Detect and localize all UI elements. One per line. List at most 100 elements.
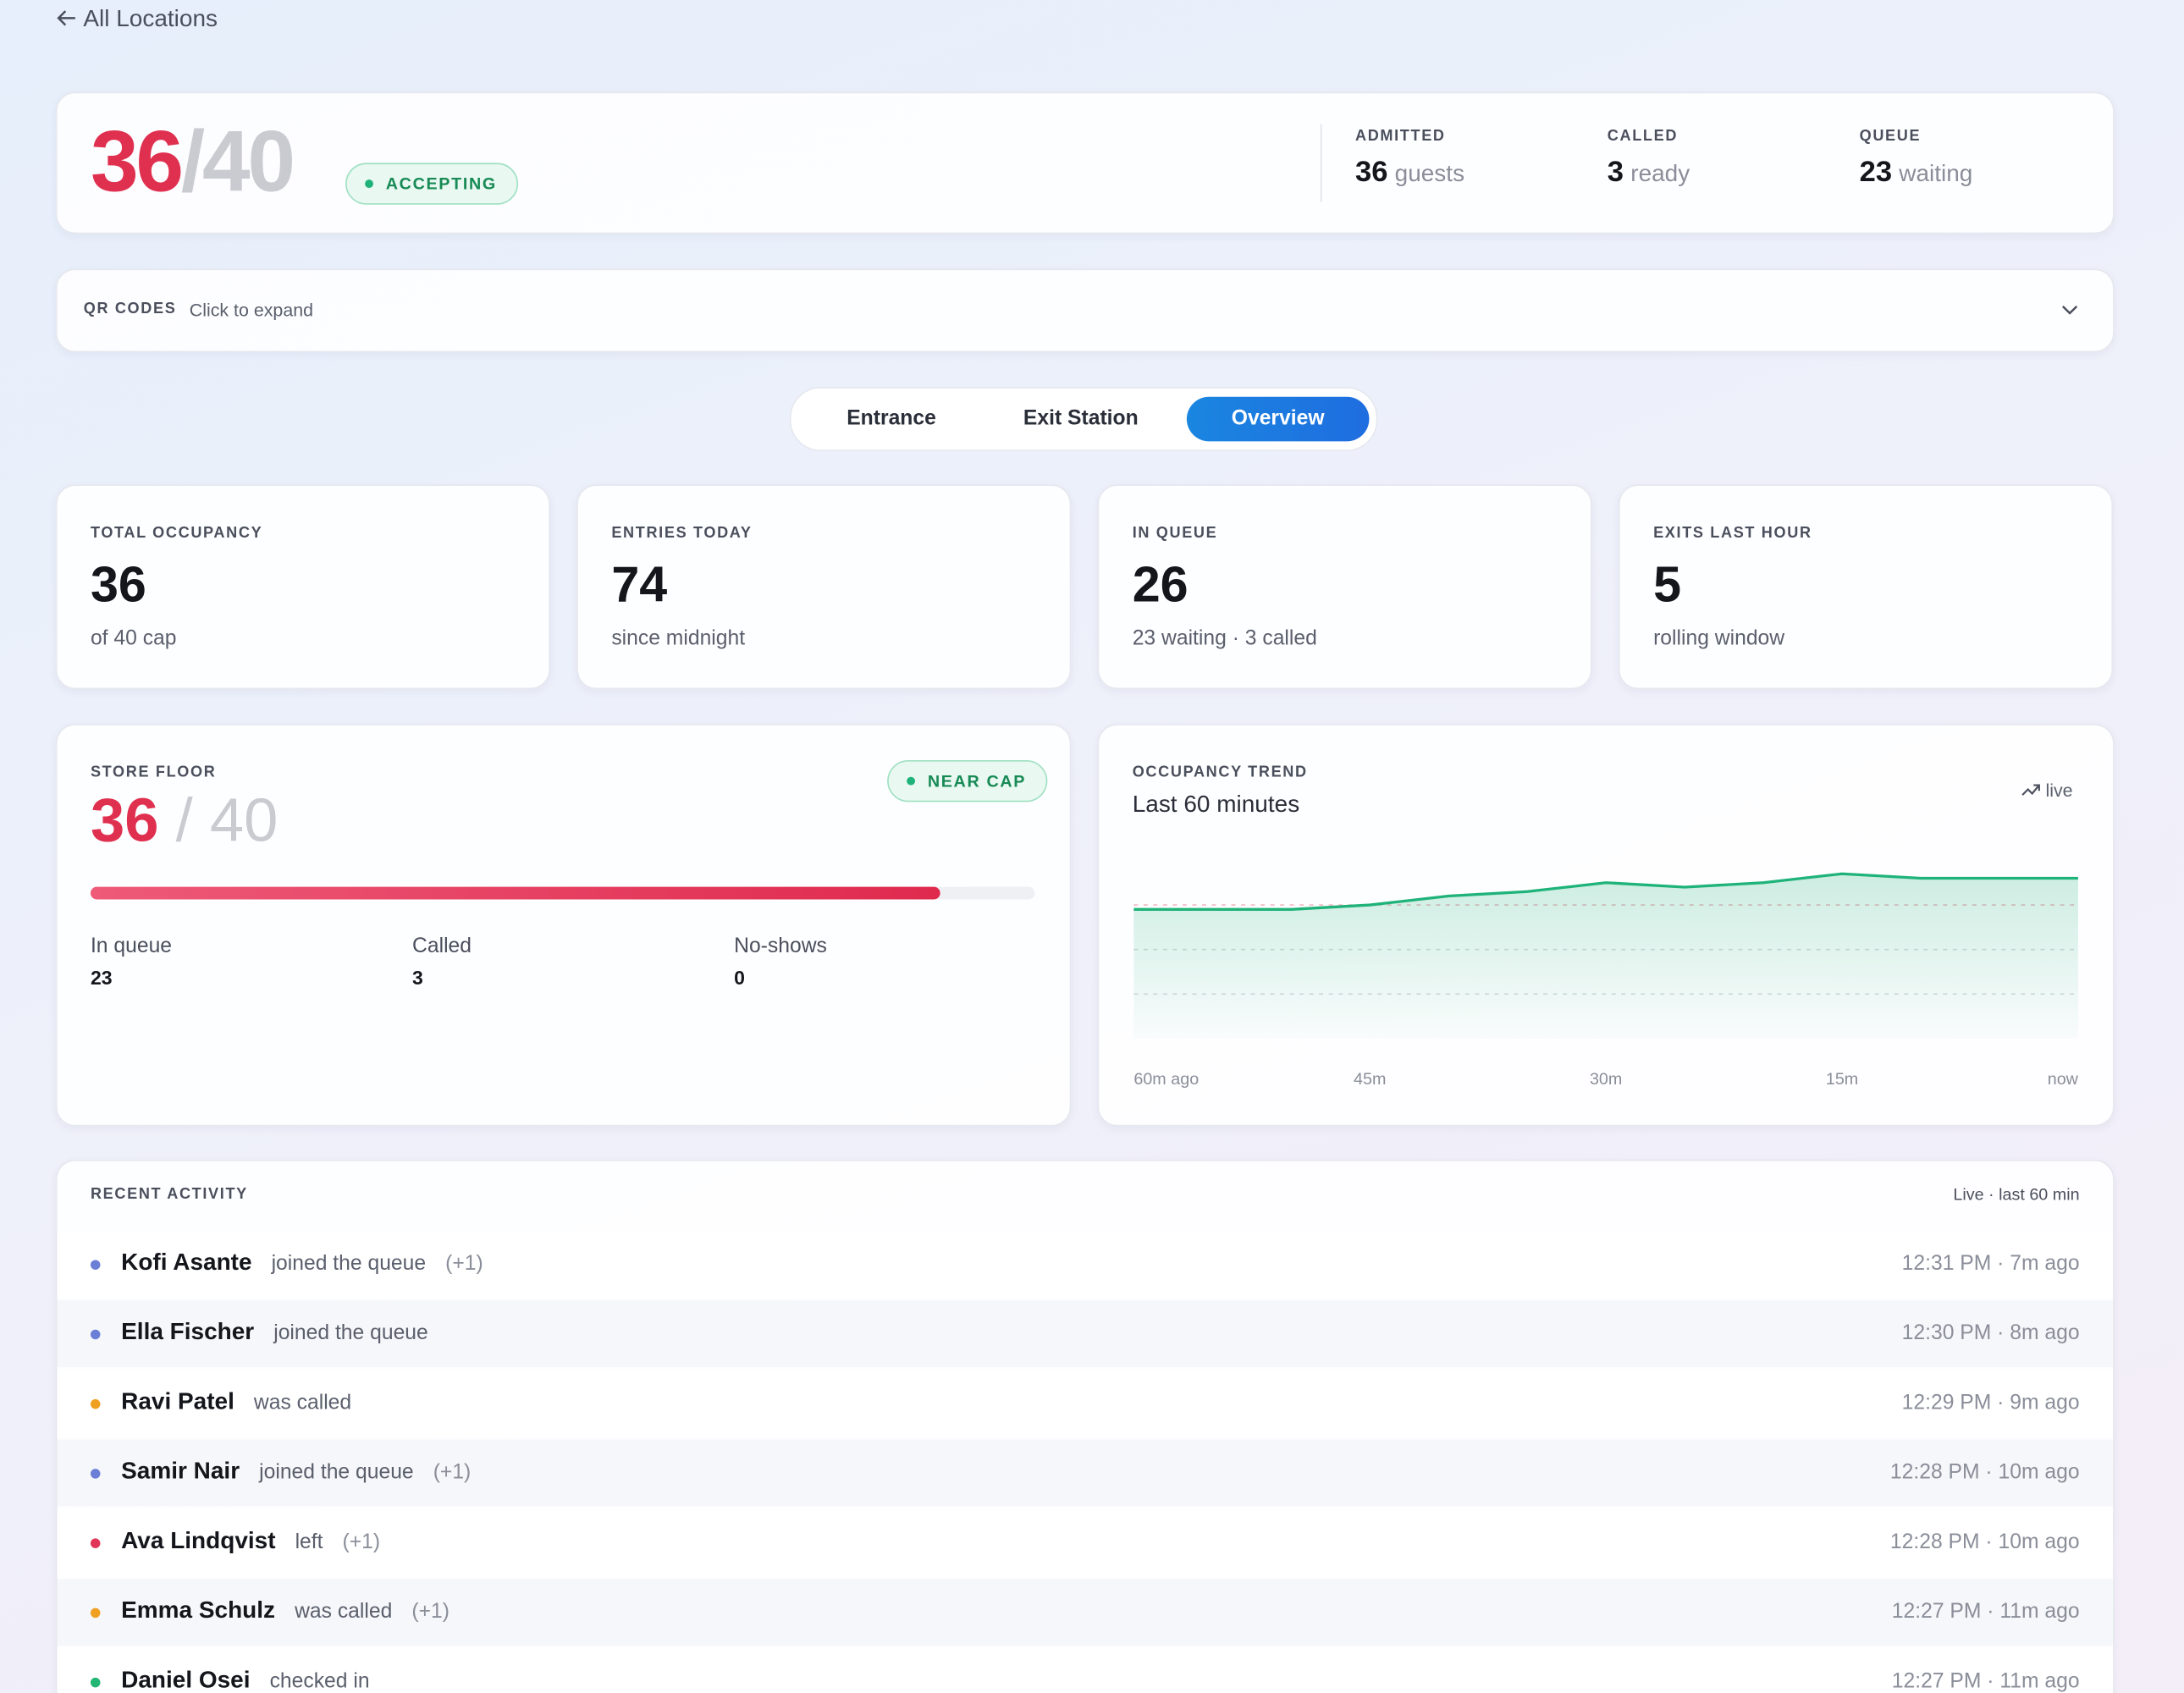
current: 36 (90, 113, 184, 211)
activity-title: RECENT ACTIVITY (90, 1186, 248, 1204)
stat-value: 36 (1354, 156, 1388, 189)
stat-unit: guests (1394, 160, 1465, 187)
party-size: (+1) (411, 1599, 449, 1624)
stat-label: ADMITTED (1354, 128, 1446, 146)
live-text: live (2045, 780, 2073, 801)
activity-row: Ava Lindqvist left (+1) 12:28 PM · 10m ago (57, 1508, 2114, 1576)
activity-text: Kofi Asante joined the queue (+1) (121, 1249, 483, 1277)
activity-row: Ella Fischer joined the queue 12:30 PM · 8… (57, 1300, 2114, 1368)
person-name: Emma Schulz (121, 1596, 276, 1624)
action: checked in (269, 1668, 370, 1693)
line (1133, 872, 2078, 911)
qr-hint: Click to expand (189, 299, 314, 321)
summary-card: 36/40 ACCEPTING ADMITTED 36 guests CALLED 3 r… (55, 91, 2115, 234)
floor-stat-value: 23 (90, 966, 113, 989)
activity-text: Emma Schulz was called (+1) (121, 1596, 449, 1624)
status-badge: ACCEPTING (345, 163, 518, 205)
x-tick-label: now (2048, 1070, 2079, 1089)
party-size: (+1) (433, 1460, 472, 1485)
back-link[interactable]: All Locations (56, 6, 218, 34)
status-dot (90, 1469, 101, 1479)
floor-label: STORE FLOOR (90, 764, 217, 781)
person-name: Ava Lindqvist (121, 1527, 276, 1554)
activity-card: RECENT ACTIVITY Live · last 60 min Kofi … (55, 1160, 2115, 1693)
summary-count: 36/40 (90, 113, 295, 211)
status-dot (90, 1538, 101, 1548)
current: 36 (90, 786, 159, 855)
stat: 23 waiting (1860, 156, 1973, 189)
area (1133, 874, 2078, 1039)
card-sub: 23 waiting · 3 called (1132, 626, 1317, 651)
status-dot (90, 1677, 101, 1688)
activity-row: Samir Nair joined the queue (+1) 12:28 PM ·… (57, 1439, 2114, 1507)
floor-stat-label: In queue (90, 934, 173, 958)
activity-text: Samir Nair joined the queue (+1) (121, 1458, 471, 1486)
activity-text: Ravi Patel was called (121, 1388, 351, 1416)
live-badge: live (2021, 780, 2073, 801)
trend-label: OCCUPANCY TREND (1132, 764, 1308, 781)
floor-count: 36 / 40 (90, 786, 279, 855)
trend-card: OCCUPANCY TREND Last 60 minutes live 60m… (1097, 724, 2115, 1127)
time: 12:29 PM · 9m ago (1901, 1391, 2080, 1415)
card-label: ENTRIES TODAY (611, 525, 753, 542)
action: was called (295, 1599, 393, 1624)
time: 12:31 PM · 7m ago (1901, 1251, 2080, 1276)
stat-unit: ready (1630, 160, 1690, 187)
status-dot (90, 1329, 101, 1340)
action: joined the queue (273, 1321, 428, 1345)
stat-card: TOTAL OCCUPANCY 36 of 40 cap (55, 484, 550, 690)
card-value: 26 (1132, 555, 1189, 613)
floor-stat-value: 3 (412, 966, 423, 989)
stat-unit: waiting (1899, 160, 1973, 187)
floor-badge: NEAR CAP (887, 760, 1047, 802)
activity-text: Ella Fischer joined the queue (121, 1319, 428, 1347)
time: 12:27 PM · 11m ago (1891, 1599, 2080, 1624)
capacity: 40 (201, 113, 295, 211)
activity-meta: Live · last 60 min (1953, 1184, 2080, 1205)
card-value: 74 (611, 555, 668, 613)
divider (1320, 124, 1322, 202)
status-dot (90, 1398, 101, 1409)
stat-label: QUEUE (1859, 128, 1922, 146)
stat-card: ENTRIES TODAY 74 since midnight (576, 484, 1072, 690)
card-value: 5 (1653, 555, 1682, 613)
back-text: All Locations (83, 5, 218, 32)
card-sub: since midnight (611, 626, 746, 651)
floor-card: STORE FLOOR NEAR CAP 36 / 40 In queue 23 C… (55, 724, 1072, 1127)
floor-stat-value: 0 (734, 966, 745, 989)
action: joined the queue (259, 1460, 414, 1485)
progress-bar (90, 886, 940, 900)
stat: 36 guests (1355, 156, 1464, 189)
party-size: (+1) (445, 1251, 483, 1276)
time: 12:27 PM · 11m ago (1891, 1668, 2080, 1693)
person-name: Samir Nair (121, 1458, 240, 1485)
activity-row: Kofi Asante joined the queue (+1) 12:31 PM … (57, 1230, 2114, 1298)
person-name: Ella Fischer (121, 1318, 255, 1345)
card-label: IN QUEUE (1132, 525, 1218, 542)
tab[interactable]: Entrance (847, 406, 936, 431)
stat: 3 ready (1608, 156, 1690, 189)
progress-track (90, 886, 1035, 900)
floor-stat-label: No-shows (734, 934, 827, 958)
x-tick-label: 30m (1590, 1070, 1622, 1089)
action: was called (253, 1391, 352, 1415)
action: left (295, 1530, 323, 1554)
tab[interactable]: Overview (1186, 396, 1370, 442)
activity-text: Daniel Osei checked in (121, 1667, 369, 1693)
time: 12:28 PM · 10m ago (1889, 1530, 2080, 1554)
trend-chart: 60m ago 45m 30m 15m now (1133, 872, 2079, 1089)
person-name: Daniel Osei (121, 1666, 251, 1693)
card-sub: rolling window (1653, 626, 1785, 651)
tab[interactable]: Exit Station (1023, 406, 1139, 431)
card-value: 36 (90, 555, 146, 613)
stat-card: EXITS LAST HOUR 5 rolling window (1618, 484, 2114, 690)
status-dot (90, 1260, 101, 1270)
stat-card: IN QUEUE 26 23 waiting · 3 called (1097, 484, 1592, 690)
party-size: (+1) (342, 1530, 381, 1554)
card-sub: of 40 cap (90, 626, 177, 651)
activity-text: Ava Lindqvist left (+1) (121, 1527, 380, 1555)
qr-panel[interactable]: QR CODES Click to expand (55, 268, 2115, 353)
status-dot (90, 1608, 101, 1619)
time: 12:30 PM · 8m ago (1901, 1321, 2080, 1345)
